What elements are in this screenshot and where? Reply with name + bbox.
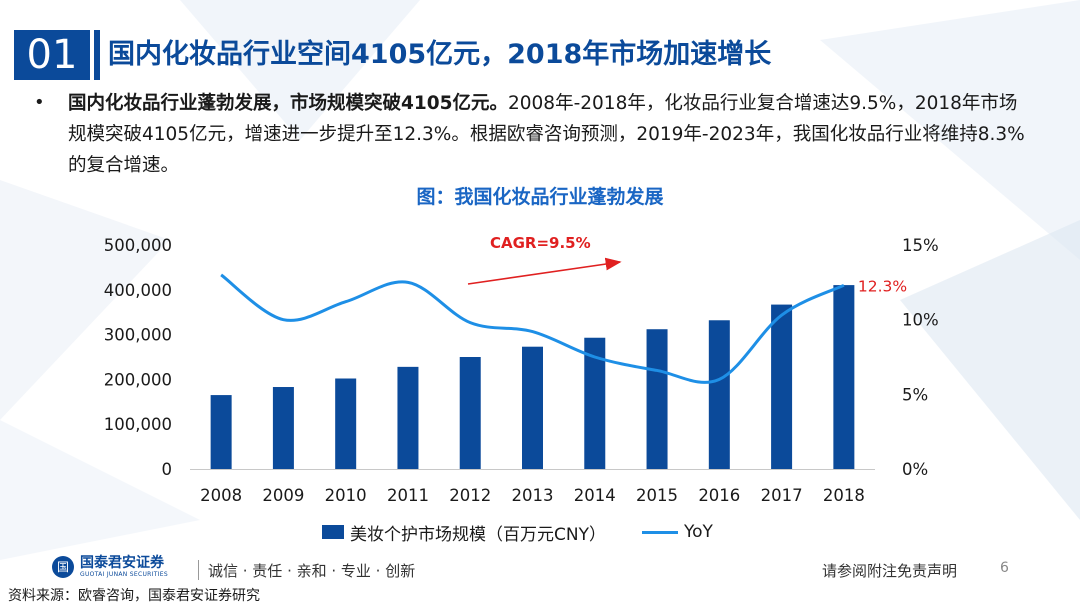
y-left-tick-label: 0	[162, 460, 173, 479]
section-number: 01	[14, 30, 90, 80]
y-left-tick-label: 500,000	[104, 236, 172, 255]
x-tick-label: 2013	[512, 486, 554, 505]
bullet-bold-text: 国内化妆品行业蓬勃发展，市场规模突破4105亿元。	[68, 93, 508, 114]
bullet-paragraph: 国内化妆品行业蓬勃发展，市场规模突破4105亿元。2008年-2018年，化妆品…	[68, 88, 1028, 181]
logo-en-text: GUOTAI JUNAN SECURITIES	[80, 571, 168, 578]
logo-emblem-icon: 国	[52, 556, 74, 578]
legend-line-swatch	[641, 530, 678, 534]
chart-title: 图：我国化妆品行业蓬勃发展	[416, 186, 664, 208]
bar-2011	[397, 366, 419, 469]
page-title: 国内化妆品行业空间4105亿元，2018年市场加速增长	[108, 39, 772, 70]
bullet-body-text: 2008年-2018年，化妆品行业复合增速达9.5%，2018年市场规模突破41…	[68, 93, 1025, 176]
bar-2012	[459, 357, 481, 469]
bar-2017	[771, 304, 793, 469]
logo-cn-text: 国泰君安证券	[80, 555, 164, 571]
legend-bar-swatch	[322, 525, 344, 539]
cagr-arrow	[467, 257, 622, 285]
x-tick-label: 2018	[823, 486, 865, 505]
y-right-tick-label: 0%	[902, 460, 928, 479]
legend-bar-label: 美妆个护市场规模（百万元CNY）	[350, 524, 606, 545]
x-tick-label: 2015	[636, 486, 678, 505]
data-source: 资料来源：欧睿咨询，国泰君安证券研究	[8, 588, 260, 604]
x-tick-label: 2008	[200, 486, 242, 505]
x-tick-label: 2016	[698, 486, 740, 505]
bar-2010	[335, 378, 357, 469]
bar-2008	[210, 395, 232, 469]
cagr-annotation: CAGR=9.5%	[490, 234, 591, 252]
bullet-marker: •	[34, 92, 45, 113]
x-tick-label: 2011	[387, 486, 429, 505]
page-number: 6	[1000, 560, 1009, 576]
x-tick-label: 2017	[761, 486, 803, 505]
bar-2014	[584, 337, 606, 469]
bar-2009	[272, 387, 294, 469]
bar-2016	[708, 320, 730, 469]
y-left-tick-label: 200,000	[104, 370, 172, 389]
title-accent-bar	[94, 30, 100, 80]
x-tick-label: 2009	[262, 486, 304, 505]
y-left-tick-label: 300,000	[104, 326, 172, 345]
x-tick-label: 2014	[574, 486, 616, 505]
footer-divider	[198, 560, 199, 580]
y-right-tick-label: 5%	[902, 385, 928, 404]
y-left-tick-label: 400,000	[104, 281, 172, 300]
x-tick-label: 2012	[449, 486, 491, 505]
footer-disclaimer: 请参阅附注免责声明	[822, 562, 958, 580]
bar-2013	[522, 346, 543, 469]
legend-line-label: YoY	[683, 522, 713, 542]
y-right-tick-label: 10%	[902, 311, 939, 330]
bar-2015	[646, 329, 668, 469]
footer-slogan: 诚信 · 责任 · 亲和 · 专业 · 创新	[208, 562, 416, 580]
chart-legend: 美妆个护市场规模（百万元CNY） YoY	[322, 518, 713, 546]
y-left-tick-label: 100,000	[104, 415, 172, 434]
yoy-last-label: 12.3%	[858, 277, 907, 295]
bar-2018	[833, 285, 855, 469]
x-tick-label: 2010	[325, 486, 367, 505]
y-right-tick-label: 15%	[902, 236, 939, 255]
company-logo: 国 国泰君安证券 GUOTAI JUNAN SECURITIES	[52, 556, 168, 578]
